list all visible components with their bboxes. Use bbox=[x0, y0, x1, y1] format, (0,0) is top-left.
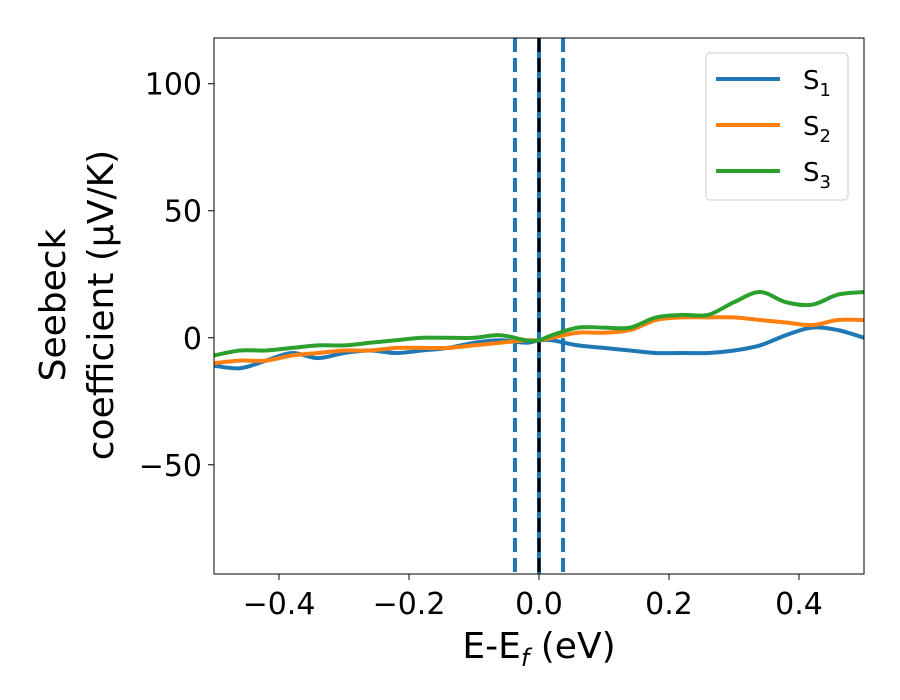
y-axis-label-line2: coefficient (μV/K) bbox=[81, 150, 122, 460]
legend-label-s2: S2 bbox=[803, 112, 831, 147]
y-tick-label: 50 bbox=[164, 195, 202, 230]
legend: S1 S2 S3 bbox=[705, 52, 849, 201]
x-tick-label: 0.4 bbox=[775, 587, 823, 622]
y-tick-label: −50 bbox=[139, 449, 202, 484]
y-axis-label: Seebeck coefficient (μV/K) bbox=[33, 150, 122, 460]
x-tick-label: 0.0 bbox=[515, 587, 563, 622]
x-tick-label: −0.4 bbox=[243, 587, 316, 622]
x-tick-label: 0.2 bbox=[645, 587, 693, 622]
reference-lines bbox=[512, 38, 566, 574]
series-line-s3 bbox=[214, 290, 864, 358]
legend-label-s1: S1 bbox=[803, 66, 831, 101]
y-axis-label-line1: Seebeck bbox=[33, 228, 74, 381]
x-tick-label: −0.2 bbox=[373, 587, 446, 622]
x-axis-ticks: −0.4 −0.2 0.0 0.2 0.4 bbox=[243, 574, 823, 622]
x-axis-label: E-Ef (eV) bbox=[462, 626, 615, 672]
series-lines bbox=[214, 290, 864, 371]
y-tick-label: 100 bbox=[145, 68, 202, 103]
y-tick-label: 0 bbox=[183, 322, 202, 357]
y-axis-ticks: 100 50 0 −50 bbox=[139, 68, 214, 484]
legend-label-s3: S3 bbox=[803, 158, 831, 193]
